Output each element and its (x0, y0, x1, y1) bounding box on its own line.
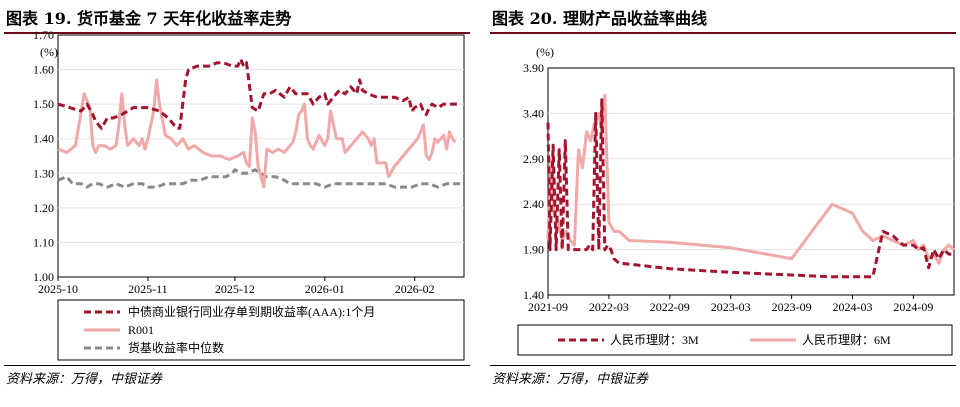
right-source-note: 资料来源：万得，中银证券 (492, 372, 649, 387)
left-y-tick-label: 1.00 (33, 270, 54, 284)
legend-label-mmf-median: 货基收益率中位数 (128, 340, 224, 355)
legend-label-r001: R001 (128, 323, 154, 337)
left-y-ticks: 1.70 1.60 1.50 1.40 1.30 1.20 1.10 1.00 (33, 28, 54, 284)
right-y-tick-label: 2.40 (523, 197, 544, 211)
left-x-tick-label: 2025-10 (38, 282, 78, 296)
right-x-tick-label: 2021-09 (528, 300, 568, 314)
left-y-tick-label: 1.50 (33, 97, 54, 111)
left-x-ticks: 2025-10 2025-11 2025-12 2026-01 2026-02 (38, 277, 435, 296)
right-legend-box (517, 324, 953, 356)
right-series-line-0 (546, 98, 954, 279)
left-y-tick-label: 1.40 (33, 132, 54, 146)
right-x-tick-label: 2023-03 (711, 300, 751, 314)
right-chart-title: 图表 20. 理财产品收益率曲线 (492, 9, 707, 28)
legend-label-6m: 人民币理财：6M (802, 333, 891, 347)
left-series-line-0 (57, 57, 462, 130)
left-x-tick-label: 2026-01 (305, 282, 345, 296)
left-series-line-2 (57, 168, 462, 189)
left-bottom-rule (4, 365, 470, 366)
left-y-tick-label: 1.30 (33, 166, 54, 180)
right-y-tick-label: 1.90 (523, 243, 544, 257)
right-x-tick-label: 2022-09 (650, 300, 690, 314)
left-x-tick-label: 2025-11 (128, 282, 168, 296)
right-y-tick-label: 3.90 (523, 61, 544, 75)
right-x-tick-label: 2024-09 (893, 300, 933, 314)
left-chart: (%) 1.70 1.60 1.50 1.40 1.30 1.20 1.10 1.00 202… (33, 28, 465, 361)
left-unit-label: (%) (40, 45, 58, 59)
right-bottom-rule (490, 365, 956, 366)
left-x-tick-label: 2026-02 (395, 282, 435, 296)
left-legend-box (57, 299, 465, 361)
left-y-tick-label: 1.60 (33, 63, 54, 77)
right-chart: (%) 3.90 3.40 2.90 2.40 1.90 1.40 2021-09 2022… (517, 45, 955, 356)
right-unit-label: (%) (536, 45, 554, 59)
right-x-tick-label: 2024-03 (833, 300, 873, 314)
left-chart-panel: 图表 19. 货币基金 7 天年化收益率走势 (%) 1.70 1.60 1.50 1… (0, 0, 470, 407)
left-chart-title: 图表 19. 货币基金 7 天年化收益率走势 (6, 9, 292, 28)
left-plot-frame (57, 34, 465, 278)
right-title-rule (490, 32, 956, 34)
left-source-note: 资料来源：万得，中银证券 (6, 372, 163, 387)
right-chart-panel: 图表 20. 理财产品收益率曲线 (%) 3.90 3.40 2.90 2.40 1.9… (486, 0, 956, 407)
left-y-tick-label: 1.10 (33, 235, 54, 249)
left-legend: 中债商业银行同业存单到期收益率(AAA):1个月 R001 货基收益率中位数 (57, 299, 465, 361)
right-y-ticks: 3.90 3.40 2.90 2.40 1.90 1.40 (523, 61, 544, 302)
left-y-tick-label: 1.70 (33, 28, 54, 42)
left-series-lines (57, 57, 462, 189)
right-y-tick-label: 1.40 (523, 288, 544, 302)
legend-label-cd-yield: 中债商业银行同业存单到期收益率(AAA):1个月 (128, 304, 375, 319)
right-x-ticks: 2021-09 2022-03 2022-09 2023-03 2023-09 2024-… (528, 295, 933, 314)
right-y-tick-label: 3.40 (523, 106, 544, 120)
right-gridlines (548, 112, 954, 251)
right-x-tick-label: 2022-03 (589, 300, 629, 314)
left-x-tick-label: 2025-12 (215, 282, 255, 296)
left-title-rule (4, 32, 470, 34)
right-series-lines (546, 93, 955, 279)
legend-label-3m: 人民币理财：3M (610, 333, 699, 347)
left-y-tick-label: 1.20 (33, 201, 54, 215)
right-x-tick-label: 2023-09 (772, 300, 812, 314)
left-series-line-1 (57, 78, 457, 189)
right-y-tick-label: 2.90 (523, 152, 544, 166)
right-legend: 人民币理财：3M 人民币理财：6M (517, 324, 953, 356)
